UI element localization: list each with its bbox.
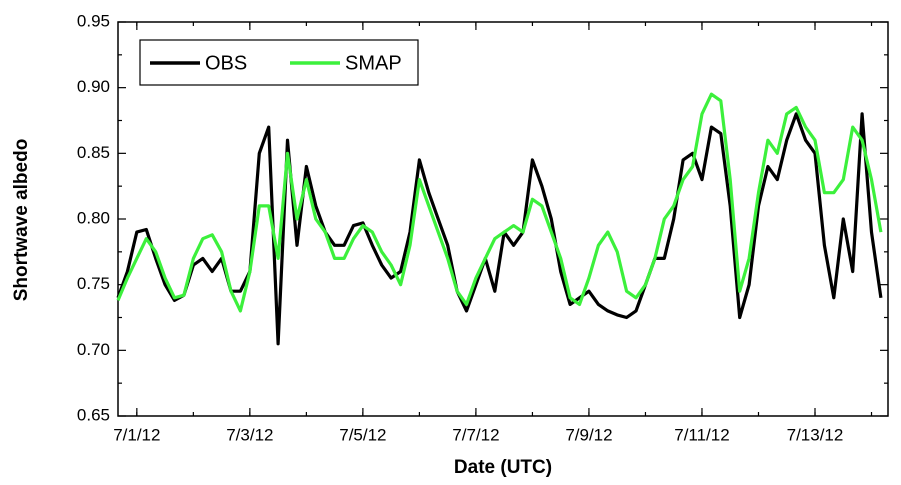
data-line <box>116 112 883 346</box>
data-line <box>116 92 883 313</box>
y-axis-label: Shortwave albedo <box>11 139 32 302</box>
x-tick-label: 7/11/12 <box>674 425 729 444</box>
x-tick-label: 7/3/12 <box>226 425 273 444</box>
x-tick-label: 7/5/12 <box>339 425 386 444</box>
x-tick-label: 7/7/12 <box>452 425 499 444</box>
y-tick-label: 0.85 <box>77 143 110 162</box>
legend-label: OBS <box>205 52 247 74</box>
y-tick-label: 0.95 <box>77 11 110 30</box>
legend-label: SMAP <box>345 52 402 74</box>
y-tick-label: 0.75 <box>77 274 110 293</box>
x-axis-label: Date (UTC) <box>454 457 552 478</box>
y-tick-label: 0.80 <box>77 208 110 227</box>
x-tick-label: 7/9/12 <box>565 425 612 444</box>
x-tick-label: 7/13/12 <box>787 425 844 444</box>
y-tick-label: 0.70 <box>77 340 110 359</box>
x-tick-label: 7/1/12 <box>113 425 160 444</box>
y-tick-label: 0.90 <box>77 77 110 96</box>
y-tick-label: 0.65 <box>77 405 110 424</box>
